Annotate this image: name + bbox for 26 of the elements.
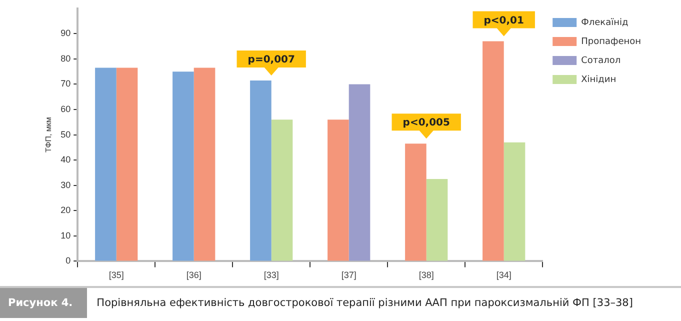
legend-label: Пропафенон <box>581 36 642 47</box>
x-tick-label: [36] <box>186 270 202 280</box>
legend-label: Хінідин <box>581 74 616 85</box>
y-tick-label: 20 <box>60 205 71 216</box>
y-tick-label: 60 <box>60 104 71 114</box>
y-tick-label: 50 <box>60 129 71 140</box>
annotation: p<0,005 <box>402 118 450 129</box>
legend-label: Соталол <box>581 56 621 66</box>
y-tick-label: 30 <box>60 180 71 190</box>
y-tick-label: 90 <box>60 28 71 38</box>
x-tick-label: [38] <box>418 270 434 280</box>
y-tick-label: 70 <box>60 78 71 89</box>
text: Порівняльна ефективність довгострокової терапії різними ААП при пароксизмальній ФП [33–38] <box>96 297 633 309</box>
x-tick-label: [33] <box>264 270 279 280</box>
y-axis-title: ТФП, мкм <box>44 117 54 153</box>
x-tick-label: [34] <box>496 270 512 280</box>
annotation: p=0,007 <box>248 54 295 66</box>
text: Рисунок 4. <box>0 288 87 318</box>
y-tick-label: 10 <box>60 230 71 240</box>
x-tick-label: [35] <box>108 270 124 280</box>
y-tick-label: 0 <box>66 256 71 266</box>
y-tick-label: 80 <box>60 53 71 64</box>
y-tick-label: 40 <box>60 154 71 165</box>
annotation: p<0,01 <box>484 15 524 26</box>
legend-label: Флекаїнід <box>581 18 628 28</box>
x-tick-label: [37] <box>341 270 356 280</box>
